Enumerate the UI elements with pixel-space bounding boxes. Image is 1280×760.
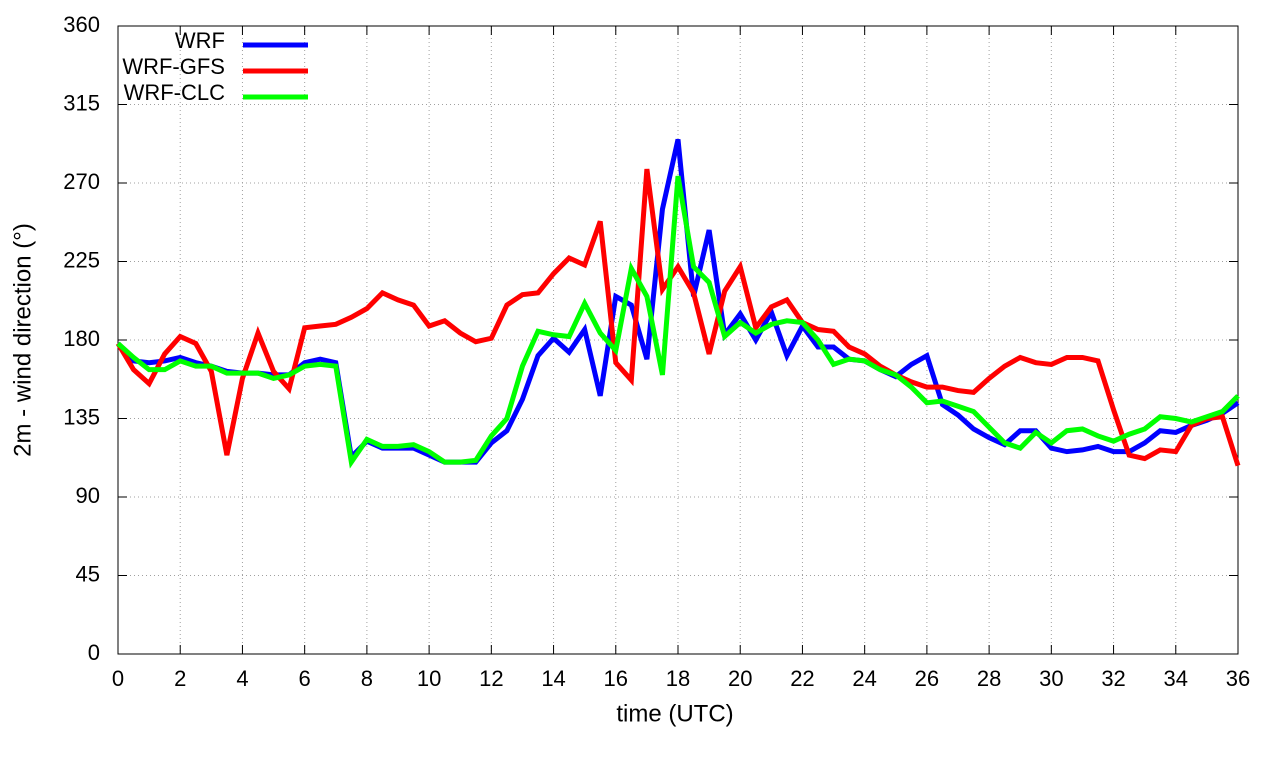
x-tick-label: 28 <box>977 666 1001 691</box>
y-tick-label: 45 <box>76 561 100 586</box>
x-tick-label: 34 <box>1164 666 1188 691</box>
y-tick-label: 315 <box>63 90 100 115</box>
x-tick-label: 12 <box>479 666 503 691</box>
x-tick-label: 18 <box>666 666 690 691</box>
x-tick-label: 8 <box>361 666 373 691</box>
x-tick-label: 26 <box>915 666 939 691</box>
series-line <box>116 175 1240 469</box>
x-tick-label: 22 <box>790 666 814 691</box>
x-tick-label: 2 <box>174 666 186 691</box>
x-tick-label: 0 <box>112 666 124 691</box>
series-line <box>115 168 1241 467</box>
x-tick-label: 36 <box>1226 666 1250 691</box>
x-tick-label: 4 <box>236 666 248 691</box>
x-tick-label: 14 <box>541 666 565 691</box>
x-tick-label: 30 <box>1039 666 1063 691</box>
series-line <box>116 138 1240 465</box>
y-tick-label: 270 <box>63 169 100 194</box>
y-tick-label: 225 <box>63 247 100 272</box>
x-tick-label: 16 <box>604 666 628 691</box>
y-tick-label: 360 <box>63 12 100 37</box>
y-tick-label: 180 <box>63 326 100 351</box>
legend-label: WRF-GFS <box>122 54 225 79</box>
legend-label: WRF-CLC <box>124 80 226 105</box>
y-tick-label: 0 <box>88 640 100 665</box>
x-axis-label: time (UTC) <box>616 700 733 727</box>
x-tick-label: 6 <box>299 666 311 691</box>
plot-frame <box>117 25 1239 655</box>
x-tick-label: 32 <box>1101 666 1125 691</box>
y-tick-label: 90 <box>76 483 100 508</box>
legend-label: WRF <box>175 28 225 53</box>
x-tick-label: 24 <box>852 666 876 691</box>
x-tick-label: 10 <box>417 666 441 691</box>
x-tick-label: 20 <box>728 666 752 691</box>
y-tick-label: 135 <box>63 404 100 429</box>
y-axis-label: 2m - wind direction (°) <box>9 223 36 457</box>
